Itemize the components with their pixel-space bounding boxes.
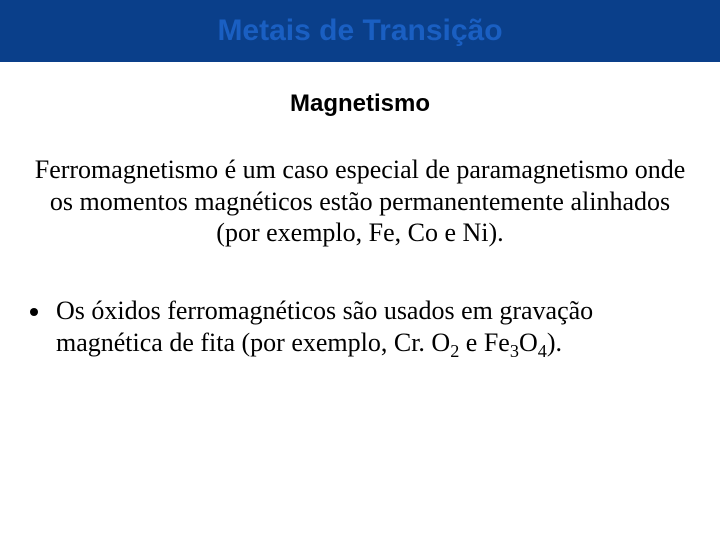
bullet-text-part2: e Fe bbox=[459, 328, 510, 357]
slide-title: Metais de Transição bbox=[217, 14, 502, 48]
bullet-text-part3: O bbox=[519, 328, 538, 357]
title-banner: Metais de Transição bbox=[0, 0, 720, 62]
bullet-text-part4: ). bbox=[547, 328, 562, 357]
body-paragraph: Ferromagnetismo é um caso especial de pa… bbox=[34, 154, 686, 249]
subscript-2: 3 bbox=[510, 341, 519, 361]
subscript-3: 4 bbox=[538, 341, 547, 361]
subscript-1: 2 bbox=[450, 341, 459, 361]
slide-subtitle: Magnetismo bbox=[0, 90, 720, 118]
bullet-item: Os óxidos ferromagnéticos são usados em … bbox=[52, 295, 694, 362]
bullet-list: Os óxidos ferromagnéticos são usados em … bbox=[26, 295, 694, 362]
